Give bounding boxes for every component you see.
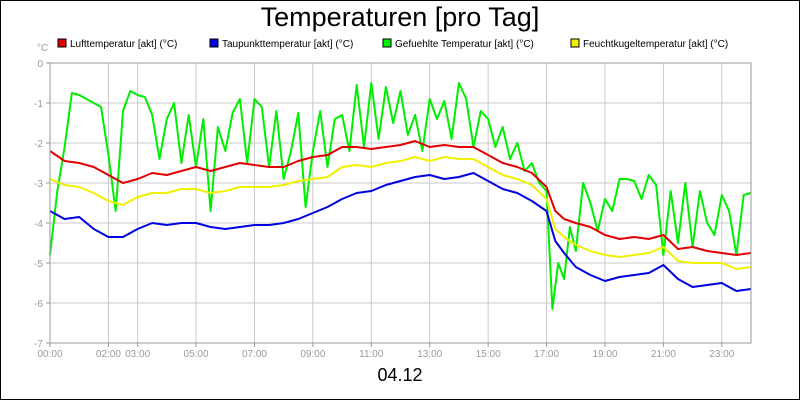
y-axis: 0 -1 -2 -3 -4 -5 -6 -7 [34, 59, 50, 350]
series-line-3 [49, 82, 752, 310]
series-line-4 [49, 156, 752, 270]
legend-swatch-1 [57, 38, 67, 48]
y-tick-label: -4 [34, 219, 43, 230]
x-tick-label: 00:00 [37, 349, 62, 360]
x-tick-label: 03:00 [125, 349, 150, 360]
y-tick-label: -3 [34, 179, 43, 190]
x-axis-label: 04.12 [377, 365, 423, 385]
plot-area [49, 62, 752, 344]
legend-label-2: Taupunkttemperatur [akt] (°C) [222, 39, 353, 50]
x-tick-label: 05:00 [184, 349, 209, 360]
y-tick-label: -1 [34, 99, 43, 110]
x-tick-label: 21:00 [651, 349, 676, 360]
x-axis: 00:00 02:00 03:00 05:00 07:00 09:00 11:00 13:00… [37, 343, 735, 360]
x-tick-label: 13:00 [417, 349, 442, 360]
x-tick-label: 19:00 [592, 349, 617, 360]
y-tick-label: -5 [34, 259, 43, 270]
grid [49, 62, 751, 344]
y-tick-label: -6 [34, 299, 43, 310]
legend: Lufttemperatur [akt] (°C) Taupunkttempera… [57, 38, 728, 50]
y-tick-label: -7 [34, 339, 43, 350]
y-axis-label: °C [37, 43, 48, 54]
y-tick-label: 0 [37, 59, 43, 70]
y-tick-label: -2 [34, 139, 43, 150]
legend-swatch-3 [382, 38, 392, 48]
x-tick-label: 15:00 [476, 349, 501, 360]
legend-label-4: Feuchtkugeltemperatur [akt] (°C) [583, 39, 728, 50]
x-tick-label: 17:00 [534, 349, 559, 360]
x-tick-label: 11:00 [359, 349, 384, 360]
chart-title: Temperaturen [pro Tag] [260, 2, 540, 32]
series-lines [49, 82, 752, 310]
legend-label-3: Gefuehlte Temperatur [akt] (°C) [395, 39, 534, 50]
series-line-1 [49, 140, 752, 256]
x-tick-label: 07:00 [242, 349, 267, 360]
series-line-2 [49, 172, 752, 292]
legend-label-1: Lufttemperatur [akt] (°C) [70, 39, 177, 50]
x-tick-label: 02:00 [96, 349, 121, 360]
x-tick-label: 09:00 [300, 349, 325, 360]
legend-swatch-2 [209, 38, 219, 48]
legend-swatch-4 [570, 38, 580, 48]
x-tick-label: 23:00 [709, 349, 734, 360]
